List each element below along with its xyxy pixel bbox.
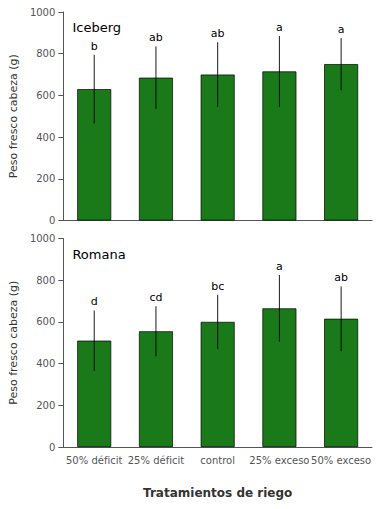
svg-text:600: 600 (36, 316, 55, 327)
svg-text:0: 0 (49, 215, 55, 226)
svg-text:200: 200 (36, 173, 55, 184)
svg-text:50% déficit: 50% déficit (66, 455, 122, 466)
svg-text:cd: cd (149, 291, 162, 304)
svg-text:b: b (91, 40, 98, 53)
svg-text:Tratamientos de riego: Tratamientos de riego (143, 486, 292, 500)
svg-text:a: a (276, 260, 283, 273)
svg-text:50% exceso: 50% exceso (311, 455, 371, 466)
svg-text:400: 400 (36, 132, 55, 143)
svg-text:Iceberg: Iceberg (72, 20, 121, 35)
svg-text:25% exceso: 25% exceso (249, 455, 309, 466)
svg-text:Peso fresco cabeza (g): Peso fresco cabeza (g) (7, 54, 20, 178)
svg-text:1000: 1000 (30, 7, 55, 18)
svg-text:Romana: Romana (72, 247, 125, 262)
svg-text:a: a (338, 23, 345, 36)
svg-text:ab: ab (334, 271, 348, 284)
svg-text:200: 200 (36, 400, 55, 411)
svg-text:400: 400 (36, 358, 55, 369)
svg-text:d: d (91, 295, 98, 308)
svg-text:1000: 1000 (30, 233, 55, 244)
svg-text:800: 800 (36, 275, 55, 286)
svg-text:800: 800 (36, 48, 55, 59)
svg-text:ab: ab (211, 27, 225, 40)
svg-text:0: 0 (49, 442, 55, 453)
svg-text:a: a (276, 21, 283, 34)
svg-text:bc: bc (211, 280, 224, 293)
svg-text:600: 600 (36, 90, 55, 101)
svg-text:Peso fresco cabeza (g): Peso fresco cabeza (g) (7, 281, 20, 405)
svg-text:ab: ab (149, 31, 163, 44)
svg-text:control: control (200, 455, 235, 466)
svg-text:25% déficit: 25% déficit (128, 455, 184, 466)
